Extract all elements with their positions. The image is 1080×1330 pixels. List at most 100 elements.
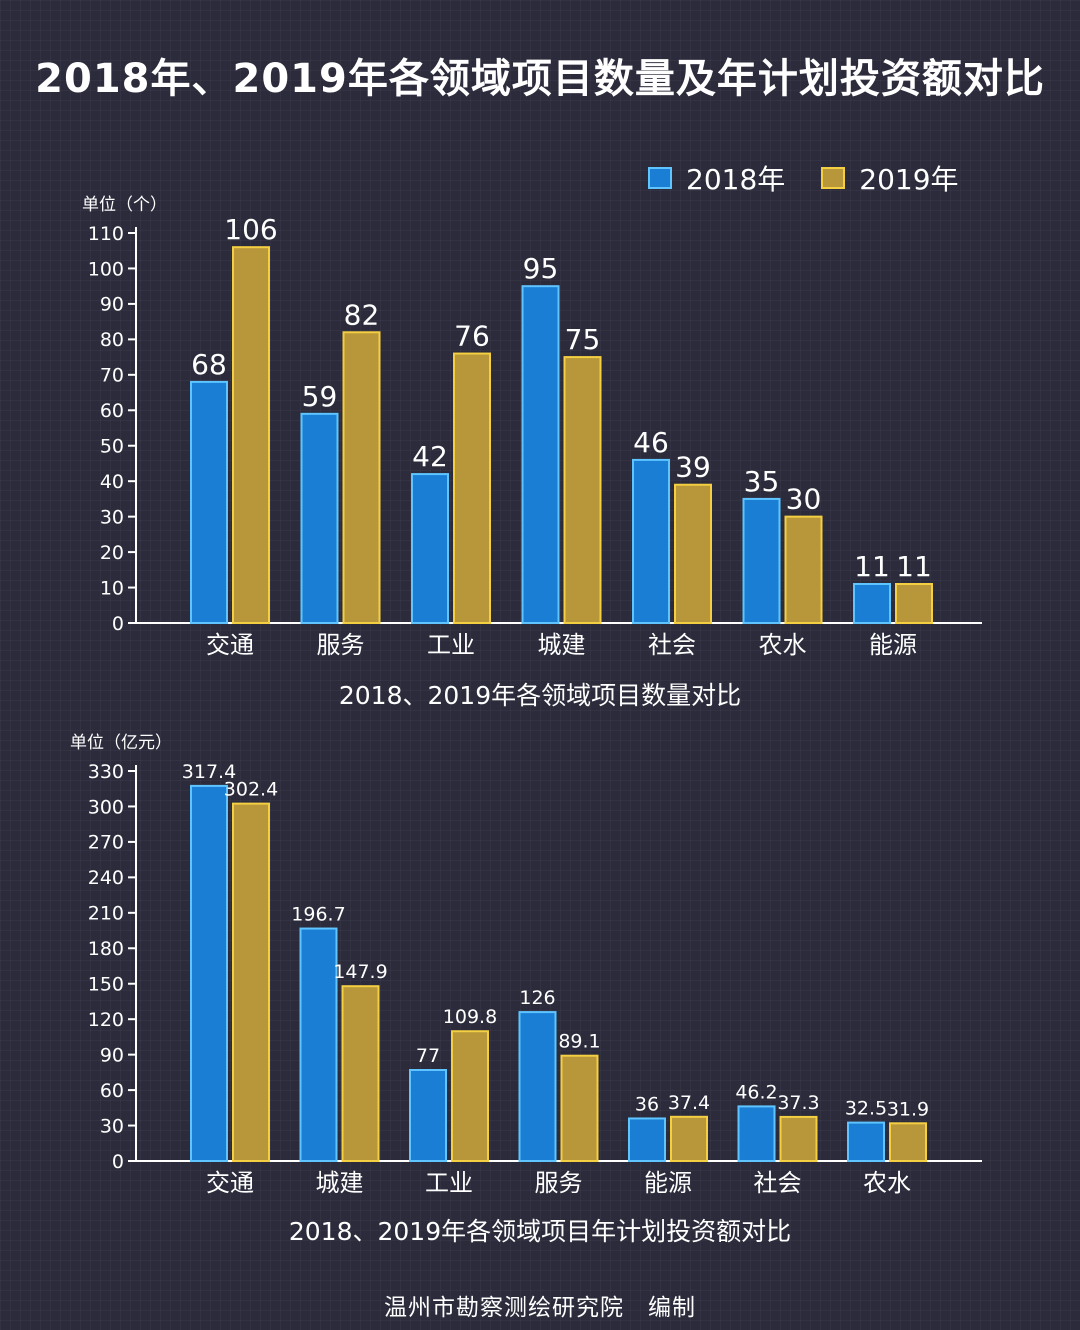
bar-2019 bbox=[232, 802, 270, 1162]
bar-value-label: 196.7 bbox=[291, 904, 345, 926]
bar-2018 bbox=[628, 1117, 666, 1163]
bar-2019 bbox=[232, 246, 270, 624]
bar-2018 bbox=[737, 1105, 776, 1163]
y-tick-label: 150 bbox=[88, 974, 124, 996]
x-category-label: 城建 bbox=[538, 631, 586, 659]
bar-2018 bbox=[409, 1069, 447, 1162]
bar-2019 bbox=[342, 331, 381, 624]
legend-swatch-2018 bbox=[648, 167, 672, 189]
y-tick-label: 10 bbox=[100, 577, 124, 599]
bar-2018 bbox=[299, 927, 338, 1163]
y-tick-label: 20 bbox=[100, 542, 124, 564]
bar-2019 bbox=[674, 483, 712, 624]
bar-value-label: 77 bbox=[416, 1045, 440, 1067]
legend-swatch-2019 bbox=[821, 167, 846, 189]
bar-value-label: 68 bbox=[191, 348, 227, 381]
bar-value-label: 35 bbox=[744, 465, 780, 498]
y-tick-label: 40 bbox=[100, 471, 124, 493]
x-category-label: 工业 bbox=[425, 1169, 473, 1197]
y-tick-label: 90 bbox=[100, 294, 124, 316]
bar-value-label: 89.1 bbox=[558, 1031, 600, 1053]
bar-2019 bbox=[341, 985, 380, 1163]
bar-value-label: 42 bbox=[412, 440, 448, 473]
x-category-label: 城建 bbox=[316, 1169, 364, 1197]
x-category-label: 服务 bbox=[535, 1169, 583, 1197]
x-category-label: 社会 bbox=[754, 1169, 802, 1197]
y-tick-label: 240 bbox=[88, 867, 124, 889]
chart1-unit-label: 单位（个） bbox=[82, 195, 167, 215]
bar-2019 bbox=[453, 352, 491, 624]
bar-2019 bbox=[560, 1054, 599, 1162]
bar-value-label: 106 bbox=[224, 213, 277, 246]
bar-2018 bbox=[853, 583, 891, 624]
bar-2018 bbox=[847, 1121, 885, 1163]
y-tick-label: 120 bbox=[88, 1009, 124, 1031]
bar-2019 bbox=[670, 1115, 708, 1163]
x-category-label: 工业 bbox=[427, 631, 475, 659]
bar-value-label: 36 bbox=[635, 1093, 659, 1115]
bar-value-label: 302.4 bbox=[224, 779, 278, 801]
x-category-label: 农水 bbox=[759, 631, 807, 659]
bar-2019 bbox=[895, 583, 933, 624]
bar-2019 bbox=[784, 515, 823, 624]
y-tick-label: 110 bbox=[88, 223, 124, 245]
legend-item-2019: 2019年 bbox=[821, 158, 959, 198]
y-tick-label: 330 bbox=[88, 761, 124, 783]
y-tick-label: 60 bbox=[100, 400, 124, 422]
bar-value-label: 11 bbox=[896, 550, 932, 583]
chart2-title: 2018、2019年各领域项目年计划投资额对比 bbox=[288, 1217, 792, 1246]
y-tick-label: 0 bbox=[112, 613, 124, 635]
bar-2018 bbox=[190, 784, 228, 1163]
bar-value-label: 126 bbox=[519, 987, 555, 1009]
y-tick-label: 80 bbox=[100, 329, 124, 351]
bar-value-label: 39 bbox=[675, 451, 711, 484]
x-category-label: 交通 bbox=[206, 631, 254, 659]
chart2-unit-label: 单位（亿元） bbox=[70, 733, 172, 753]
legend-label-2019: 2019年 bbox=[859, 163, 959, 196]
bar-2018 bbox=[190, 380, 228, 624]
bar-value-label: 75 bbox=[565, 323, 601, 356]
y-tick-label: 70 bbox=[100, 365, 124, 387]
y-tick-label: 300 bbox=[88, 796, 124, 818]
bar-2018 bbox=[518, 1011, 557, 1162]
bar-value-label: 30 bbox=[786, 483, 822, 516]
bar-2019 bbox=[889, 1122, 927, 1163]
y-tick-label: 30 bbox=[100, 506, 124, 528]
bar-value-label: 59 bbox=[302, 380, 338, 413]
bar-2019 bbox=[563, 356, 602, 624]
bar-value-label: 11 bbox=[854, 550, 890, 583]
bar-value-label: 31.9 bbox=[887, 1098, 929, 1120]
bar-value-label: 147.9 bbox=[333, 961, 387, 983]
bar-value-label: 37.4 bbox=[668, 1092, 710, 1114]
x-category-label: 农水 bbox=[863, 1169, 911, 1197]
bar-2018 bbox=[632, 458, 670, 624]
legend-item-2018: 2018年 bbox=[648, 158, 785, 198]
bar-value-label: 37.3 bbox=[777, 1092, 819, 1114]
bar-value-label: 46 bbox=[633, 426, 669, 459]
legend-label-2018: 2018年 bbox=[686, 163, 786, 196]
y-tick-label: 50 bbox=[100, 436, 124, 458]
main-title: 2018年、2019年各领域项目数量及年计划投资额对比 bbox=[35, 56, 1045, 102]
y-tick-label: 0 bbox=[112, 1151, 124, 1173]
x-category-label: 交通 bbox=[206, 1169, 254, 1197]
legend: 2018年 2019年 bbox=[648, 158, 995, 198]
y-tick-label: 180 bbox=[88, 938, 124, 960]
y-tick-label: 270 bbox=[88, 832, 124, 854]
y-tick-label: 210 bbox=[88, 903, 124, 925]
bar-2019 bbox=[451, 1030, 489, 1162]
bar-value-label: 109.8 bbox=[443, 1006, 497, 1028]
bar-value-label: 32.5 bbox=[845, 1098, 887, 1120]
chart1-title: 2018、2019年各领域项目数量对比 bbox=[338, 681, 742, 710]
bar-2018 bbox=[742, 497, 781, 624]
bar-value-label: 46.2 bbox=[735, 1081, 777, 1103]
x-category-label: 服务 bbox=[317, 631, 365, 659]
y-tick-label: 100 bbox=[88, 258, 124, 280]
x-category-label: 能源 bbox=[644, 1169, 692, 1197]
y-tick-label: 90 bbox=[100, 1044, 124, 1066]
x-category-label: 社会 bbox=[648, 631, 696, 659]
bar-value-label: 82 bbox=[344, 298, 380, 331]
bar-2018 bbox=[521, 285, 560, 624]
bar-value-label: 317.4 bbox=[182, 761, 236, 783]
y-tick-label: 30 bbox=[100, 1115, 124, 1137]
x-category-label: 能源 bbox=[869, 631, 917, 659]
